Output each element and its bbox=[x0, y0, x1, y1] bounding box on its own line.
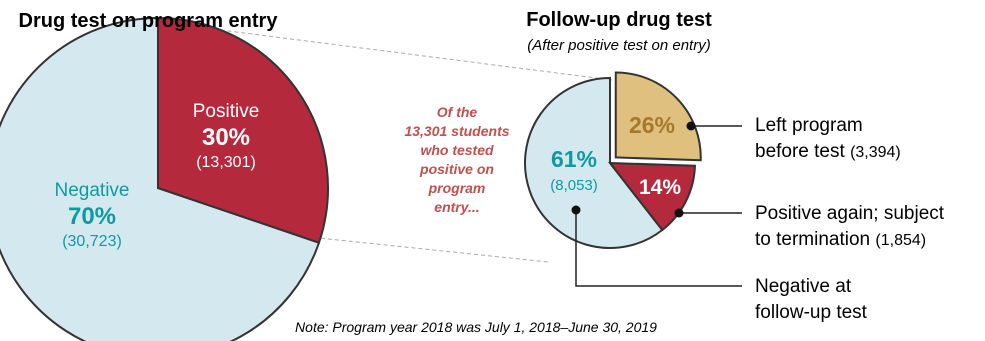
callout-line-6: entry... bbox=[434, 199, 479, 215]
pie2-title: Follow-up drug test bbox=[526, 9, 712, 31]
footnote: Note: Program year 2018 was July 1, 2018… bbox=[295, 319, 657, 335]
pie2-left-percent: 26% bbox=[629, 112, 675, 138]
connector-line-bottom bbox=[299, 235, 549, 263]
leader-dot-positive-again bbox=[674, 208, 684, 218]
pie2-slice-positive-again bbox=[607, 161, 696, 232]
callout-line-5: program bbox=[428, 180, 486, 196]
pie2-negative-count: (8,053) bbox=[550, 177, 598, 194]
connector-line-top bbox=[157, 21, 613, 81]
pie2-positive-percent: 14% bbox=[639, 176, 681, 199]
pie2-slice-negative bbox=[524, 76, 664, 249]
leader-negative bbox=[575, 210, 742, 287]
legend-left-program-line2: before test (3,394) bbox=[755, 141, 901, 162]
legend-positive-again-line2-text: to termination bbox=[755, 229, 870, 250]
leader-dot-left-program bbox=[686, 121, 696, 131]
pie1-positive-count: (13,301) bbox=[196, 154, 256, 171]
pie2-negative-percent: 61% bbox=[551, 146, 597, 172]
pie1-positive-percent: 30% bbox=[202, 124, 250, 151]
pie2-subtitle: (After positive test on entry) bbox=[527, 37, 710, 54]
pie1-negative-percent: 70% bbox=[68, 203, 116, 230]
legend-negative-line2: follow-up test bbox=[755, 302, 868, 323]
pie2-slice-left-program bbox=[614, 71, 702, 162]
legend-positive-again-line1: Positive again; subject bbox=[755, 203, 945, 224]
pie1-slice-negative bbox=[0, 16, 321, 341]
callout-line-3: who tested bbox=[420, 142, 494, 158]
pie1-negative-name: Negative bbox=[55, 180, 130, 201]
legend-left-program-line2-text: before test bbox=[755, 141, 845, 162]
legend-positive-again-line2: to termination (1,854) bbox=[755, 229, 926, 250]
legend-left-program-count: (3,394) bbox=[850, 144, 901, 161]
legend-positive-again-count: (1,854) bbox=[875, 232, 926, 249]
pie1-negative-count: (30,723) bbox=[62, 233, 122, 250]
pie1-positive-name: Positive bbox=[193, 101, 260, 122]
callout-line-2: 13,301 students bbox=[404, 123, 509, 139]
pie1-slice-positive bbox=[157, 16, 329, 244]
pie1-title: Drug test on program entry bbox=[19, 10, 279, 32]
callout-line-1: Of the bbox=[437, 104, 478, 120]
legend-left-program-line1: Left program bbox=[755, 115, 863, 136]
callout-line-4: positive on bbox=[419, 161, 494, 177]
leader-dot-negative bbox=[571, 205, 581, 215]
legend-negative-line1: Negative at bbox=[755, 276, 852, 297]
